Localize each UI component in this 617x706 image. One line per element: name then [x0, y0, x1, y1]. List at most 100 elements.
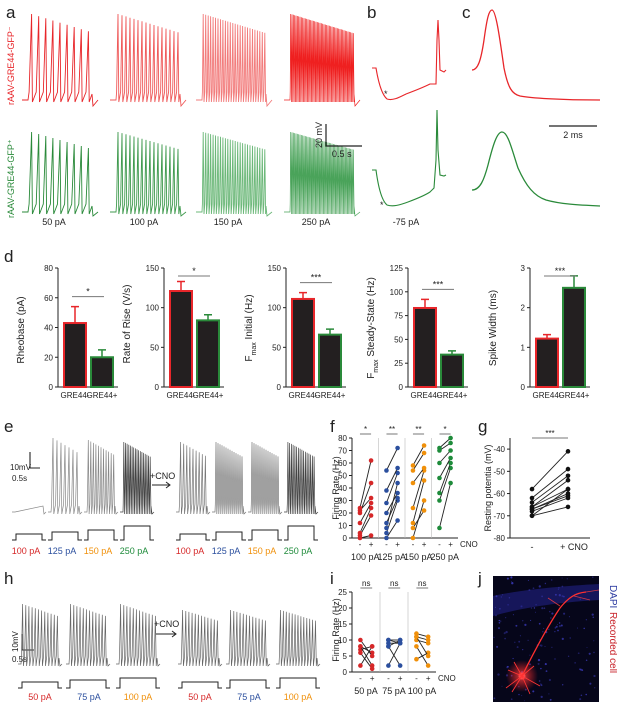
- dapi-dot: [527, 579, 529, 581]
- pair-dot-post: [368, 495, 374, 501]
- dapi-dot: [555, 625, 558, 628]
- dapi-dot: [540, 667, 542, 670]
- dapi-dot: [498, 621, 501, 624]
- g-tick-label: -60: [493, 490, 505, 499]
- dapi-dot: [544, 663, 547, 666]
- pair-dot-pre: [384, 500, 389, 506]
- tick-label: 15: [338, 620, 347, 629]
- a-scale-v: 20 mV: [314, 122, 324, 148]
- pair-dot-post: [425, 653, 431, 659]
- d-tick-label: 0: [49, 383, 54, 392]
- step-1: [18, 681, 62, 689]
- a-current-4: 250 pA: [302, 217, 331, 227]
- panel-a-traces: [22, 13, 361, 217]
- pair-dot-post: [395, 490, 400, 496]
- d-bar-GRE44-: [291, 297, 315, 388]
- d-chart-4: 0 25 50 75 100 125 *** GRE44-GRE44+: [390, 264, 468, 400]
- pair-line: [412, 470, 425, 509]
- g-pair-line: [531, 451, 569, 490]
- d-cat-label: GRE44+: [193, 391, 224, 400]
- dapi-dot: [560, 624, 563, 627]
- dapi-dot: [528, 589, 531, 591]
- dapi-dot: [593, 640, 595, 642]
- e-cur-pre-4: 250 pA: [120, 546, 149, 556]
- e-post-trace-2: [212, 441, 247, 515]
- g-tick-label: -50: [493, 467, 505, 476]
- d-cat-label: GRE44-: [411, 391, 440, 400]
- dapi-dot: [535, 603, 537, 606]
- panel-g-chart: -40 -50 -60 -70 -80 *** - + CNO: [493, 429, 590, 552]
- pair-line: [386, 482, 399, 529]
- d-tick-label: 100: [146, 304, 160, 313]
- d-chart-5: 0 1 2 3 *** GRE44-GRE44+: [521, 264, 590, 400]
- d-errbar: [448, 350, 456, 355]
- d-bar-GRE44-: [413, 306, 437, 389]
- pair-dot-post: [425, 634, 431, 640]
- dapi-dot: [593, 651, 595, 654]
- pair-line: [386, 520, 398, 539]
- dapi-dot: [498, 619, 501, 622]
- pair-dot-pre: [384, 535, 389, 541]
- e-traces: [12, 437, 319, 515]
- pair-dot-pre: [384, 510, 389, 516]
- dapi-dot: [540, 684, 543, 687]
- g-pair-line: [531, 488, 569, 508]
- dapi-dot: [494, 606, 496, 608]
- pair-line: [386, 497, 398, 524]
- pair-line: [416, 636, 429, 657]
- pair-line: [360, 646, 373, 666]
- panel-label-b: b: [367, 3, 376, 22]
- plus-label: +: [395, 540, 400, 549]
- h-cur-post-3: 100 pA: [284, 692, 313, 702]
- pair-dot-post: [448, 440, 453, 446]
- g-dot-post: [565, 473, 571, 479]
- dapi-dot: [512, 614, 514, 616]
- step-1: [12, 533, 46, 541]
- dapi-dot: [548, 678, 551, 682]
- j-label-dapi: DAPI: [607, 585, 617, 608]
- pair-line: [412, 480, 425, 524]
- plus-label: +: [448, 540, 453, 549]
- pair-dot-pre: [386, 663, 391, 668]
- panel-label-j: j: [477, 569, 482, 588]
- a-current-1: 50 pA: [42, 217, 66, 227]
- dapi-dot: [576, 627, 579, 629]
- dapi-dot: [515, 624, 518, 627]
- dapi-dot: [498, 627, 500, 630]
- d-chart-1: 0 20 40 60 80 * GRE44-GRE44+: [44, 264, 118, 400]
- h-cur-post-1: 50 pA: [188, 692, 212, 702]
- e-current-steps: [12, 525, 318, 541]
- d-cat-label: GRE44-: [289, 391, 318, 400]
- e-scale-t: 0.5s: [12, 474, 27, 483]
- b-trace-neg: [372, 19, 447, 101]
- g-plus-label: + CNO: [560, 542, 588, 552]
- tick-label: 30: [338, 497, 347, 506]
- dapi-dot: [541, 595, 543, 598]
- g-pair-line: [531, 506, 569, 517]
- d-errbar: [421, 298, 429, 308]
- pair-dot-post: [369, 663, 375, 668]
- dapi-dot: [530, 619, 532, 621]
- dapi-dot: [514, 641, 516, 644]
- dapi-dot: [548, 693, 550, 695]
- pair-line: [412, 510, 425, 529]
- pair-dot-pre: [414, 644, 419, 649]
- c-spike-neg: [471, 9, 601, 101]
- pair-dot-pre: [386, 637, 391, 643]
- tick-label: 10: [338, 522, 347, 531]
- dapi-dot: [554, 658, 556, 660]
- pair-dot-post: [421, 478, 427, 483]
- plus-label: +: [422, 540, 427, 549]
- dapi-dot: [554, 627, 556, 629]
- h-pre-trace-1: [18, 603, 63, 667]
- dapi-dot: [549, 698, 552, 701]
- pair-dot-post: [369, 666, 375, 672]
- e-post-trace-4: [284, 441, 319, 515]
- pair-dot-post: [421, 498, 427, 503]
- h-pre-trace-3: [116, 603, 161, 667]
- pair-dot-pre: [414, 634, 419, 640]
- g-tick-label: -70: [493, 512, 505, 521]
- dapi-dot: [592, 616, 595, 619]
- dapi-dot: [550, 617, 552, 619]
